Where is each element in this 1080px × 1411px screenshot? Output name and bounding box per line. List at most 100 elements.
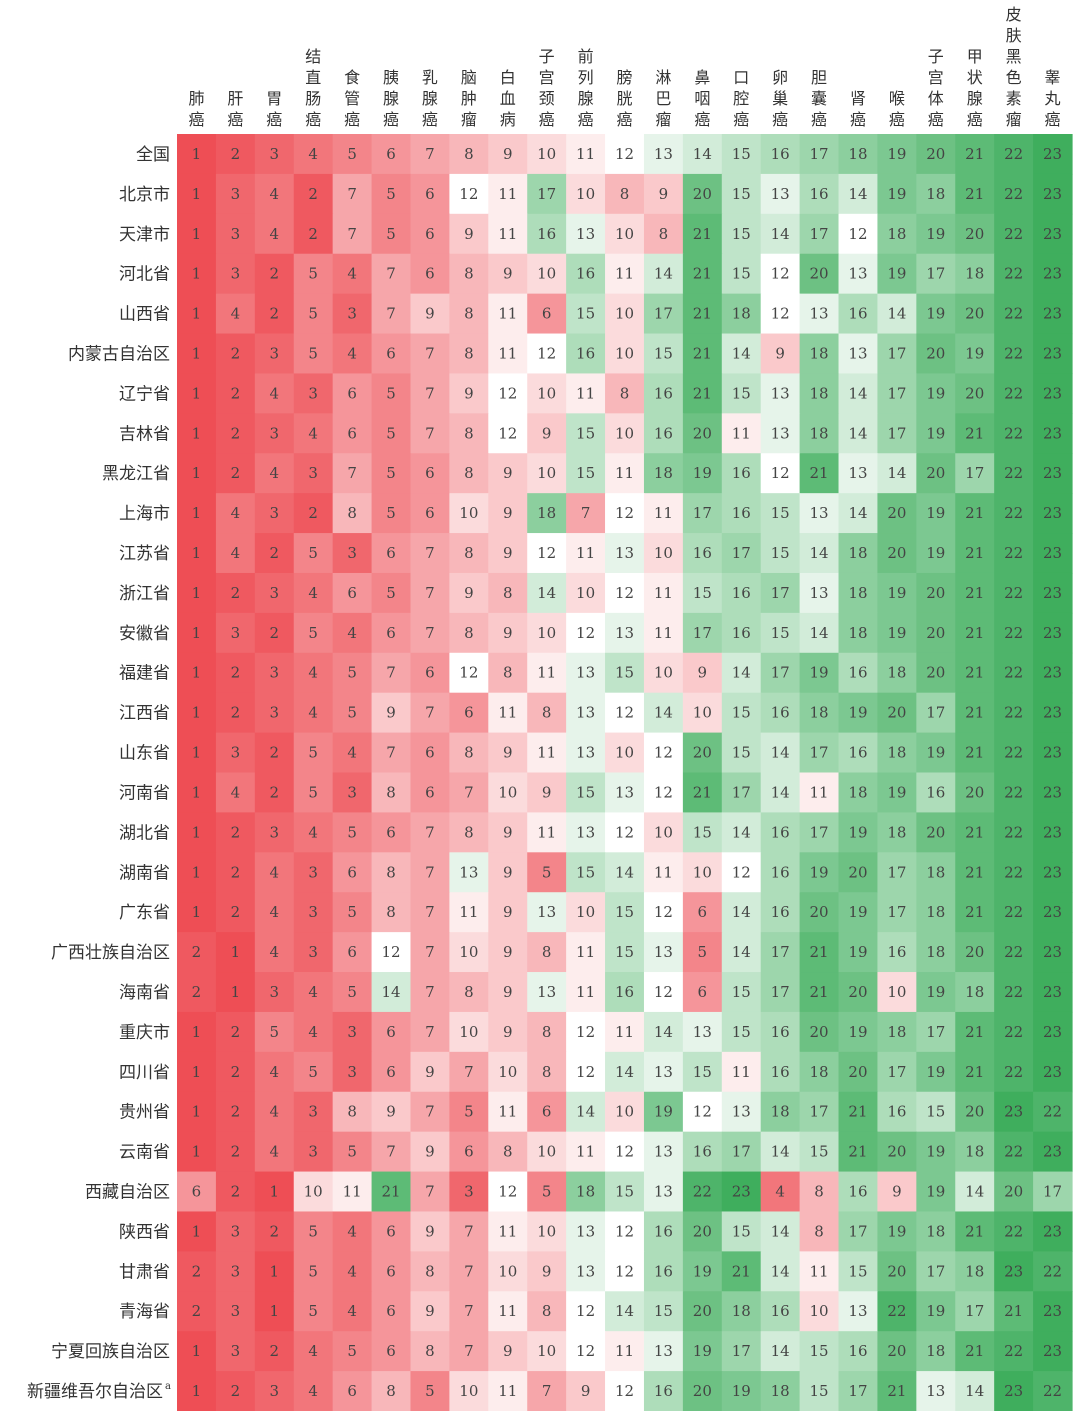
- cell-value-label: 4: [308, 1382, 318, 1400]
- cell-value-label: 14: [848, 384, 867, 402]
- heatmap-cell: [916, 253, 956, 295]
- heatmap-cell: [449, 652, 489, 694]
- cell-value-label: 22: [1004, 1222, 1023, 1240]
- cell-value-label: 20: [1004, 1183, 1023, 1201]
- heatmap-cell: [643, 772, 684, 814]
- heatmap-cell: [371, 972, 412, 1013]
- heatmap-cell: [410, 493, 450, 534]
- heatmap-cell: [760, 1331, 801, 1372]
- cell-value-label: 3: [347, 783, 357, 801]
- cell-value-label: 18: [848, 624, 867, 642]
- cell-value-label: 6: [192, 1183, 202, 1201]
- cell-value-label: 17: [732, 783, 751, 801]
- heatmap-cell: [877, 213, 917, 255]
- cell-value-label: 7: [386, 265, 396, 283]
- cell-value-label: 5: [347, 704, 357, 722]
- heatmap-cell: [215, 652, 256, 694]
- cell-value-label: 18: [654, 464, 673, 482]
- cell-value-label: 20: [965, 225, 984, 243]
- heatmap-cell: [177, 1211, 217, 1252]
- heatmap-cell: [916, 373, 956, 414]
- heatmap-cell: [254, 852, 295, 893]
- heatmap-cell: [332, 612, 373, 654]
- heatmap-cell: [721, 1011, 762, 1053]
- cell-value-label: 14: [654, 1023, 673, 1041]
- heatmap-cell: [332, 253, 373, 295]
- heatmap-cell: [449, 1011, 489, 1053]
- cell-value-label: 3: [270, 1382, 280, 1400]
- cell-value-label: 9: [503, 823, 513, 841]
- cell-value-label: 7: [425, 624, 435, 642]
- cell-value-label: 20: [693, 185, 712, 203]
- cell-value-label: 6: [347, 384, 357, 402]
- column-label: 甲状腺癌: [967, 47, 983, 129]
- heatmap-cell: [527, 972, 567, 1013]
- heatmap-cell: [799, 1091, 840, 1133]
- cell-value-label: 3: [308, 1103, 318, 1121]
- heatmap-cell: [488, 453, 528, 494]
- heatmap-cell: [566, 1251, 606, 1292]
- cell-value-label: 10: [459, 943, 478, 961]
- heatmap-cell: [177, 932, 217, 973]
- heatmap-cell: [682, 1131, 723, 1173]
- heatmap-cell: [293, 134, 334, 175]
- heatmap-cell: [643, 652, 684, 694]
- cell-value-label: 14: [693, 145, 712, 163]
- heatmap-cell: [449, 1091, 489, 1133]
- heatmap-cell: [877, 892, 917, 933]
- heatmap-cell: [877, 1211, 917, 1252]
- heatmap-cell: [916, 892, 956, 933]
- heatmap-cell: [488, 1011, 528, 1053]
- cell-value-label: 19: [926, 1063, 945, 1081]
- cell-value-label: 7: [425, 863, 435, 881]
- cell-value-label: 23: [1043, 943, 1062, 961]
- cell-value-label: 4: [347, 344, 357, 362]
- heatmap-cell: [332, 1211, 373, 1252]
- cell-value-label: 23: [1043, 744, 1062, 762]
- cell-value-label: 3: [231, 185, 241, 203]
- cell-value-label: 11: [810, 783, 829, 801]
- cell-value-label: 21: [965, 823, 984, 841]
- heatmap-cell: [410, 932, 450, 973]
- cell-value-label: 1: [192, 225, 202, 243]
- cell-value-label: 20: [887, 704, 906, 722]
- cell-value-label: 4: [308, 664, 318, 682]
- heatmap-cell: [410, 1091, 450, 1133]
- heatmap-cell: [838, 1131, 879, 1173]
- cell-value-label: 2: [192, 943, 202, 961]
- heatmap-cell: [254, 1171, 295, 1213]
- cell-value-label: 14: [965, 1183, 984, 1201]
- cell-value-label: 12: [615, 1262, 634, 1280]
- cell-value-label: 10: [459, 504, 478, 522]
- heatmap-cell: [994, 333, 1034, 375]
- cell-value-label: 20: [810, 265, 829, 283]
- cell-value-label: 15: [693, 584, 712, 602]
- heatmap-cell: [721, 413, 762, 454]
- heatmap-cell: [254, 493, 295, 534]
- cell-value-label: 13: [654, 1342, 673, 1360]
- heatmap-cell: [877, 852, 917, 893]
- cell-value-label: 20: [926, 584, 945, 602]
- heatmap-cell: [1033, 1291, 1073, 1332]
- cell-value-label: 18: [732, 1302, 751, 1320]
- heatmap-cell: [566, 812, 606, 853]
- cell-value-label: 5: [386, 384, 396, 402]
- heatmap-cell: [799, 772, 840, 814]
- cell-value-label: 9: [425, 305, 435, 323]
- heatmap-cell: [527, 1091, 567, 1133]
- heatmap-cell: [955, 1211, 995, 1252]
- heatmap-cell: [215, 732, 256, 774]
- cell-value-label: 23: [732, 1183, 751, 1201]
- heatmap-cell: [605, 1291, 645, 1332]
- cell-value-label: 2: [231, 1143, 241, 1161]
- cell-value-label: 23: [1043, 225, 1062, 243]
- cell-value-label: 9: [542, 424, 552, 442]
- row-label: 贵州省: [119, 1103, 170, 1123]
- heatmap-cell: [215, 1371, 256, 1411]
- heatmap-cell: [682, 1211, 723, 1252]
- cell-value-label: 23: [1043, 185, 1062, 203]
- heatmap-cell: [838, 134, 879, 175]
- heatmap-cell: [682, 253, 723, 295]
- heatmap-cell: [527, 892, 567, 933]
- heatmap-cell: [449, 812, 489, 853]
